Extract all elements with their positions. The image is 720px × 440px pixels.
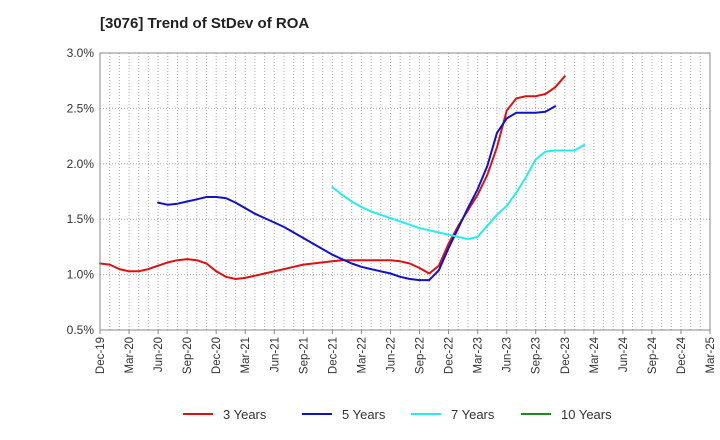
legend: 3 Years 5 Years 7 Years 10 Years bbox=[183, 407, 612, 422]
x-tick-label: Dec-24 bbox=[676, 336, 688, 374]
legend-label-10-years: 10 Years bbox=[561, 407, 612, 422]
series-line-3-years bbox=[99, 75, 566, 280]
series-line-5-years bbox=[157, 105, 557, 282]
y-axis: 0.5% 1.0% 1.5% 2.0% 2.5% 3.0% bbox=[67, 46, 95, 337]
x-tick-label: Sep-20 bbox=[182, 337, 194, 374]
y-tick-label: 2.5% bbox=[67, 101, 95, 115]
y-tick-label: 0.5% bbox=[67, 323, 95, 337]
x-tick-label: Dec-23 bbox=[560, 337, 572, 374]
x-tick-label: Jun-23 bbox=[502, 337, 514, 372]
legend-label-3-years: 3 Years bbox=[223, 407, 267, 422]
y-tick-label: 3.0% bbox=[67, 46, 95, 60]
x-tick-label: Dec-21 bbox=[327, 337, 339, 374]
series-line-7-years bbox=[331, 144, 586, 241]
x-tick-label: Sep-24 bbox=[647, 336, 659, 374]
x-tick-label: Mar-22 bbox=[356, 337, 368, 373]
y-tick-label: 1.0% bbox=[67, 268, 95, 282]
x-tick-label: Mar-23 bbox=[473, 337, 485, 373]
x-axis: Dec-19 Mar-20 Jun-20 Sep-20 Dec-20 Mar-21 Jun-… bbox=[95, 330, 717, 374]
x-tick-label: Dec-20 bbox=[211, 337, 223, 374]
chart-title: [3076] Trend of StDev of ROA bbox=[100, 15, 310, 32]
x-tick-label: Jun-22 bbox=[385, 337, 397, 372]
x-tick-label: Jun-21 bbox=[269, 337, 281, 372]
x-tick-label: Jun-24 bbox=[618, 336, 630, 372]
legend-label-7-years: 7 Years bbox=[451, 407, 495, 422]
x-tick-label: Sep-22 bbox=[415, 337, 427, 374]
x-tick-label: Mar-20 bbox=[124, 337, 136, 373]
plot-frame bbox=[99, 52, 711, 331]
x-tick-label: Mar-25 bbox=[705, 337, 717, 373]
x-tick-label: Sep-21 bbox=[298, 337, 310, 374]
x-tick-label: Dec-22 bbox=[444, 337, 456, 374]
series-layer bbox=[99, 75, 586, 282]
legend-label-5-years: 5 Years bbox=[342, 407, 386, 422]
y-tick-label: 1.5% bbox=[67, 212, 95, 226]
x-tick-label: Dec-19 bbox=[95, 337, 107, 374]
y-tick-label: 2.0% bbox=[67, 157, 95, 171]
x-tick-label: Jun-20 bbox=[153, 337, 165, 372]
x-tick-label: Mar-24 bbox=[589, 336, 601, 373]
x-tick-label: Mar-21 bbox=[240, 337, 252, 373]
grid bbox=[100, 53, 710, 330]
x-tick-label: Sep-23 bbox=[531, 337, 543, 374]
